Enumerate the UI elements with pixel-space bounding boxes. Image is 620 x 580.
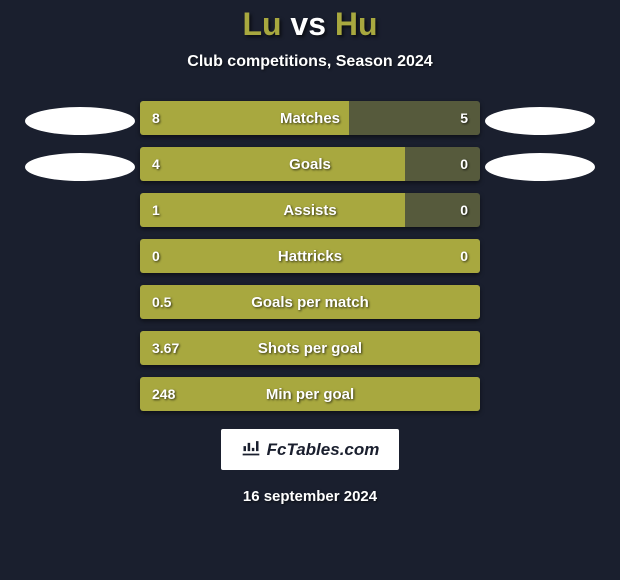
stat-label: Goals — [140, 147, 480, 181]
player1-name: Lu — [242, 6, 281, 42]
stat-label: Min per goal — [140, 377, 480, 411]
vs-text: vs — [290, 6, 326, 42]
footer-date: 16 september 2024 — [243, 488, 377, 505]
stat-value-right: 5 — [460, 101, 468, 135]
stat-bar: 1Assists0 — [140, 193, 480, 227]
chart-icon — [241, 437, 261, 462]
stats-area: 8Matches54Goals01Assists00Hattricks00.5G… — [0, 101, 620, 411]
stat-label: Assists — [140, 193, 480, 227]
stat-bar: 3.67Shots per goal — [140, 331, 480, 365]
stat-label: Goals per match — [140, 285, 480, 319]
team-logo-placeholder — [25, 107, 135, 135]
stat-label: Shots per goal — [140, 331, 480, 365]
stat-value-right: 0 — [460, 147, 468, 181]
team-logo-placeholder — [485, 153, 595, 181]
team-logo-placeholder — [485, 107, 595, 135]
stat-bar: 8Matches5 — [140, 101, 480, 135]
branding-text: FcTables.com — [267, 440, 380, 460]
stat-value-right: 0 — [460, 193, 468, 227]
infographic-container: Lu vs Hu Club competitions, Season 2024 … — [0, 0, 620, 580]
player2-name: Hu — [335, 6, 378, 42]
stat-label: Hattricks — [140, 239, 480, 273]
stat-bar: 0Hattricks0 — [140, 239, 480, 273]
title: Lu vs Hu — [242, 6, 377, 43]
subtitle: Club competitions, Season 2024 — [187, 53, 432, 71]
stat-bars: 8Matches54Goals01Assists00Hattricks00.5G… — [140, 101, 480, 411]
team-logo-placeholder — [25, 153, 135, 181]
stat-bar: 248Min per goal — [140, 377, 480, 411]
stat-value-right: 0 — [460, 239, 468, 273]
right-team-col — [480, 101, 600, 199]
left-team-col — [20, 101, 140, 199]
stat-bar: 0.5Goals per match — [140, 285, 480, 319]
branding-badge: FcTables.com — [221, 429, 400, 470]
stat-label: Matches — [140, 101, 480, 135]
stat-bar: 4Goals0 — [140, 147, 480, 181]
